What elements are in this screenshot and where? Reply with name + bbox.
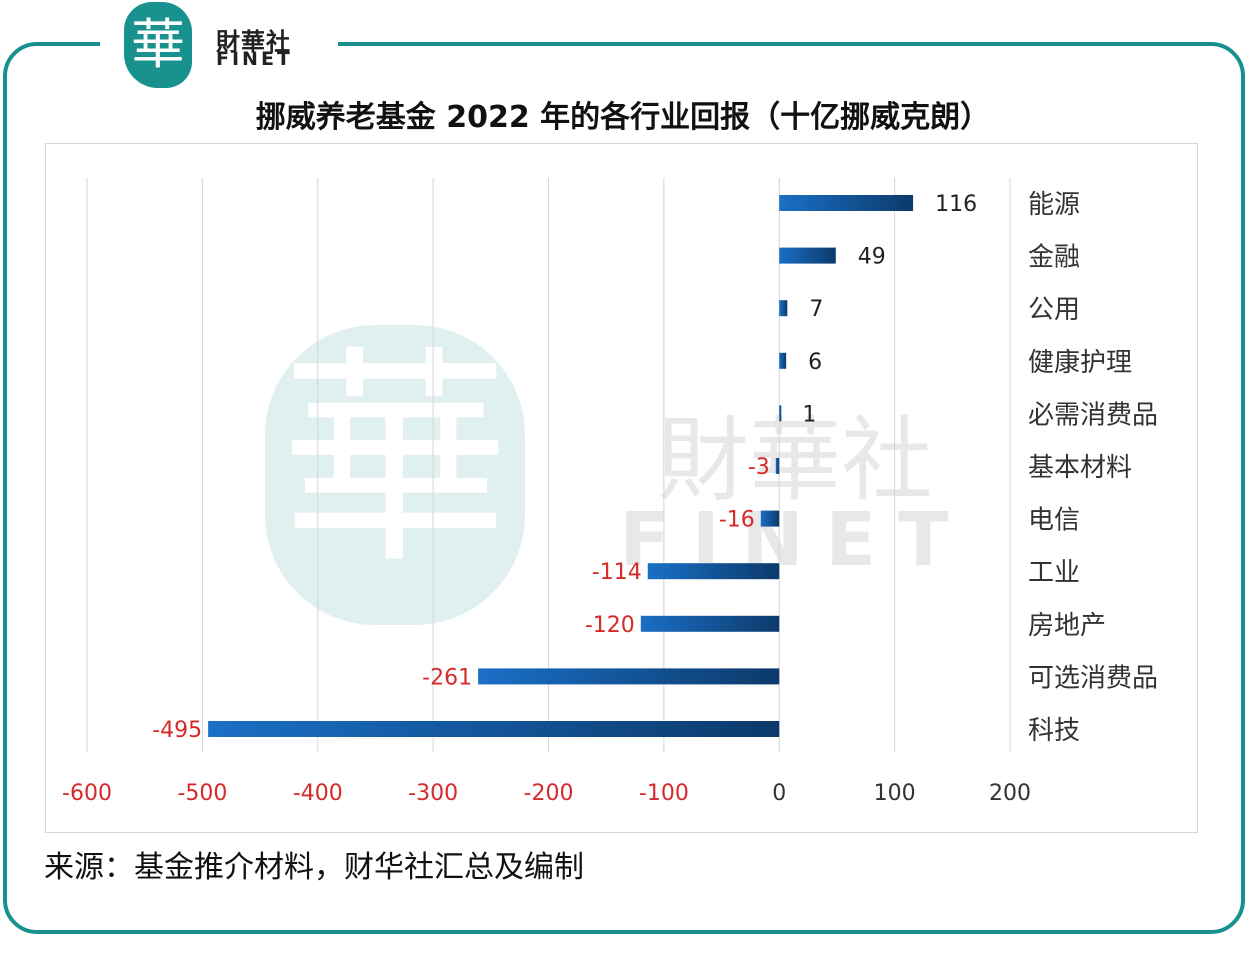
category-label: 电信	[1028, 506, 1080, 536]
data-label: -16	[719, 508, 755, 533]
category-label: 科技	[1028, 716, 1080, 746]
data-label: -120	[585, 613, 635, 638]
x-tick-label: -300	[408, 781, 458, 806]
data-label: -3	[748, 455, 770, 480]
x-tick-label: -400	[293, 781, 343, 806]
category-label: 健康护理	[1028, 348, 1132, 378]
outer-frame	[3, 42, 1245, 934]
watermark: 華 財華社 FINET	[265, 325, 949, 625]
category-label: 基本材料	[1028, 453, 1132, 483]
svg-text:財華社: 財華社	[657, 407, 933, 514]
data-label: 7	[809, 297, 823, 322]
x-tick-label: -500	[177, 781, 227, 806]
data-label: -114	[592, 560, 642, 585]
svg-text:華: 華	[280, 328, 510, 595]
bar	[779, 352, 787, 369]
bar	[779, 247, 836, 264]
x-tick-label: 0	[772, 781, 786, 806]
category-label: 房地产	[1028, 611, 1106, 641]
data-label: -495	[152, 718, 202, 743]
x-tick-label: -600	[62, 781, 112, 806]
category-label: 公用	[1028, 295, 1080, 325]
logo-mark: 華	[124, 2, 192, 88]
category-label: 工业	[1028, 558, 1080, 588]
data-label: 6	[808, 350, 822, 375]
bar	[760, 510, 780, 527]
data-label: 116	[935, 192, 977, 217]
bar	[779, 195, 914, 211]
bar	[779, 300, 788, 317]
bar	[208, 721, 780, 737]
bar	[640, 615, 780, 632]
x-tick-label: 100	[874, 781, 916, 806]
logo-text-cn: 財華社	[216, 28, 291, 56]
logo-text-en: FINET	[216, 48, 293, 70]
bar	[779, 405, 782, 422]
x-tick-label: -100	[639, 781, 689, 806]
category-label: 必需消费品	[1028, 400, 1158, 430]
bar	[775, 458, 780, 474]
data-label: 49	[858, 245, 886, 270]
bar	[647, 563, 780, 580]
source-note: 来源：基金推介材料，财华社汇总及编制	[44, 850, 584, 885]
x-tick-label: -200	[524, 781, 574, 806]
category-label: 金融	[1028, 243, 1080, 273]
x-tick-label: 200	[989, 781, 1031, 806]
category-label: 可选消费品	[1028, 663, 1158, 693]
category-label: 能源	[1028, 190, 1080, 220]
bar	[478, 668, 780, 685]
chart-title: 挪威养老基金 2022 年的各行业回报（十亿挪威克朗）	[255, 100, 991, 135]
data-label: 1	[802, 402, 816, 427]
data-label: -261	[422, 665, 472, 690]
plot-area	[45, 143, 1198, 833]
